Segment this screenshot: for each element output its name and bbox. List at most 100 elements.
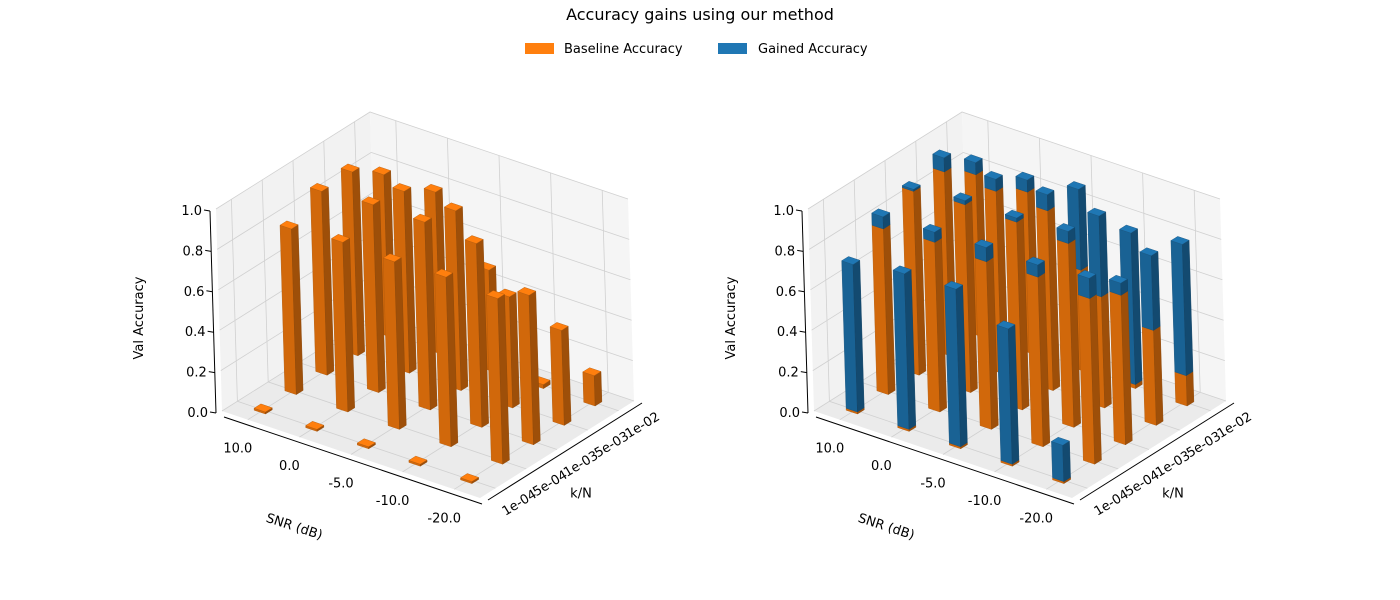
x-axis-label: SNR (dB) xyxy=(856,511,916,543)
x-tick-label: -5.0 xyxy=(920,477,945,492)
bar-baseline xyxy=(464,235,489,428)
x-axis-line xyxy=(815,416,1075,505)
z-tick-label: 0.8 xyxy=(183,244,204,259)
bar-baseline xyxy=(331,234,355,413)
z-tick-label: 0.0 xyxy=(187,406,208,421)
y-axis-label: k/N xyxy=(570,487,592,502)
z-tick-mark xyxy=(798,290,805,293)
legend-swatch-gained xyxy=(718,43,747,54)
bar-top-face xyxy=(517,287,537,296)
left-3d-bar-chart: 0.0 0.2 0.4 0.6 0.8 1.0 10.0 0.0 -5.0 -10.0 -20.0 1… xyxy=(132,111,663,543)
bar-top-face xyxy=(460,473,480,482)
bar-baseline xyxy=(460,473,480,484)
z-tick-label: 0.6 xyxy=(776,285,797,300)
z-tick-mark xyxy=(207,330,214,333)
gridline-z xyxy=(808,151,1222,250)
bar-gained xyxy=(1050,436,1071,482)
z-tick-mark xyxy=(208,371,215,374)
z-tick-label: 0.2 xyxy=(778,366,799,381)
bar-top-face xyxy=(1139,247,1159,257)
bar-gained xyxy=(892,265,917,430)
bar-top-face xyxy=(974,239,994,248)
bar-front-face xyxy=(1174,371,1188,407)
bar-gained xyxy=(953,192,973,206)
z-axis-label: Val Accuracy xyxy=(132,276,147,359)
bar-gained xyxy=(1056,223,1076,244)
bar-top-face xyxy=(443,202,463,212)
bar-top-face xyxy=(412,213,432,223)
bar-top-face xyxy=(841,256,861,265)
bar-top-face xyxy=(423,183,443,193)
y-tick-label: 1e-02 xyxy=(1215,410,1255,442)
x-tick-label: 0.0 xyxy=(871,459,892,474)
bar-front-face xyxy=(582,371,596,407)
z-tick-mark xyxy=(795,209,803,212)
z-tick-label: 0.6 xyxy=(184,285,205,300)
bar-gained xyxy=(1015,171,1035,193)
bar-baseline xyxy=(408,455,428,467)
bar-gained xyxy=(974,239,994,263)
bar-top-face xyxy=(983,170,1003,180)
bar-gained xyxy=(944,280,968,448)
y-tick-label: 1e-02 xyxy=(623,410,663,442)
legend: Baseline Accuracy Gained Accuracy xyxy=(525,42,868,57)
bar-top-face xyxy=(1004,209,1024,219)
figure-title: Accuracy gains using our method xyxy=(566,5,834,24)
y-axis-label: k/N xyxy=(1162,487,1184,502)
bar-top-face xyxy=(408,455,428,465)
bar-gained xyxy=(996,320,1020,465)
bar-baseline xyxy=(305,421,325,432)
bar-top-face xyxy=(305,421,325,430)
bar-side-face xyxy=(593,371,603,407)
gridline-z xyxy=(215,111,629,210)
bar-gained xyxy=(922,223,942,243)
bar-gained xyxy=(1108,274,1129,296)
legend-label-gained: Gained Accuracy xyxy=(758,42,868,57)
bar-top-face xyxy=(582,367,602,376)
bar-baseline xyxy=(485,290,510,465)
bar-top-face xyxy=(1015,171,1035,181)
x-tick-label: -10.0 xyxy=(376,494,410,509)
bar-baseline xyxy=(309,183,335,376)
bar-baseline xyxy=(356,438,376,450)
x-tick-label: -5.0 xyxy=(328,477,353,492)
bar-top-face xyxy=(340,163,360,173)
bar-top-face xyxy=(309,183,329,192)
bar-side-face xyxy=(1185,371,1195,407)
bar-baseline xyxy=(582,367,603,407)
z-tick-mark xyxy=(797,249,804,252)
bar-top-face xyxy=(1025,256,1045,266)
z-tick-mark xyxy=(203,209,211,212)
bar-top-face xyxy=(932,149,952,159)
bar-baseline xyxy=(1109,287,1133,446)
bar-top-face xyxy=(392,183,412,192)
bar-top-face xyxy=(361,196,381,206)
bar-top-face xyxy=(1056,223,1076,232)
bar-top-face xyxy=(497,288,517,298)
z-tick-label: 0.2 xyxy=(186,366,207,381)
bar-top-face xyxy=(1108,274,1128,284)
bar-top-face xyxy=(1035,186,1055,195)
z-tick-label: 1.0 xyxy=(181,204,202,219)
bar-top-face xyxy=(996,320,1016,330)
bar-top-face xyxy=(1170,236,1190,245)
z-tick-label: 0.0 xyxy=(779,406,800,421)
bar-gained xyxy=(1025,256,1046,278)
z-tick-label: 0.4 xyxy=(777,325,798,340)
bar-top-face xyxy=(1119,224,1139,234)
right-3d-bar-chart: 0.0 0.2 0.4 0.6 0.8 1.0 10.0 0.0 -5.0 -10.0 -20.0 1… xyxy=(724,111,1255,543)
bar-gained xyxy=(932,149,952,173)
gridline-z xyxy=(218,192,631,291)
bar-top-face xyxy=(892,265,912,275)
x-tick-label: -20.0 xyxy=(1019,511,1053,526)
bar-gained xyxy=(1004,209,1024,223)
z-axis-label: Val Accuracy xyxy=(724,276,739,359)
bar-top-face xyxy=(871,208,891,218)
bar-top-face xyxy=(1077,270,1097,279)
bar-gained xyxy=(1035,186,1055,212)
z-tick-mark xyxy=(205,249,212,252)
x-tick-label: -20.0 xyxy=(427,511,461,526)
bar-gained xyxy=(983,170,1004,192)
bar-baseline xyxy=(1141,322,1164,426)
bar-baseline xyxy=(517,287,541,446)
